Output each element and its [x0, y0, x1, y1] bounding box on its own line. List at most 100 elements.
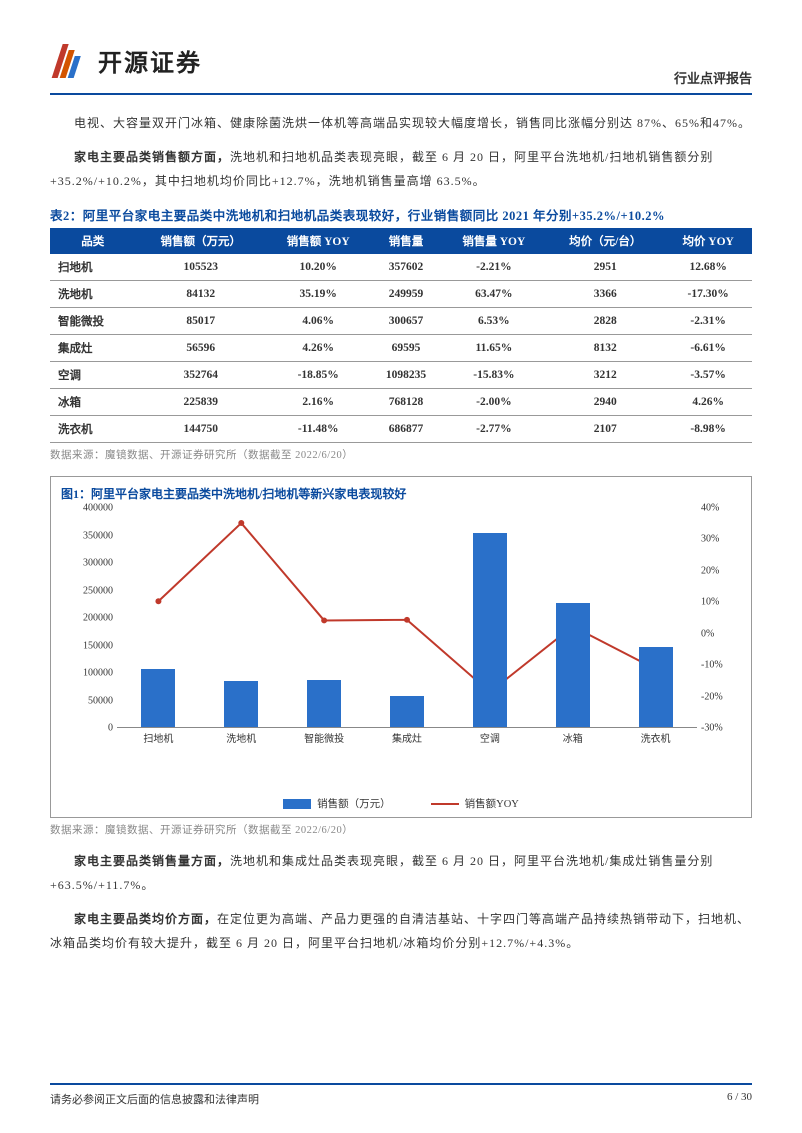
table-cell: 空调 [50, 362, 135, 389]
table-cell: -17.30% [664, 281, 752, 308]
table-cell: 2951 [546, 254, 664, 281]
bar [390, 696, 424, 727]
legend-bar-label: 销售额（万元） [317, 796, 391, 811]
table-cell: 洗衣机 [50, 416, 135, 443]
bar [473, 533, 507, 727]
table-row: 洗衣机144750-11.48%686877-2.77%2107-8.98% [50, 416, 752, 443]
table-cell: 3366 [546, 281, 664, 308]
plot-area: 扫地机洗地机智能微投集成灶空调冰箱洗衣机 [117, 508, 697, 728]
table-cell: 12.68% [664, 254, 752, 281]
table-cell: 357602 [370, 254, 441, 281]
table-cell: -8.98% [664, 416, 752, 443]
footer-disclaimer: 请务必参阅正文后面的信息披露和法律声明 [50, 1091, 259, 1107]
table-cell: 2828 [546, 308, 664, 335]
table-col-header: 销售量 YOY [442, 228, 547, 254]
report-type: 行业点评报告 [674, 68, 752, 87]
y-left-tick: 350000 [63, 530, 113, 541]
table-cell: -2.21% [442, 254, 547, 281]
sales-table: 品类销售额（万元）销售额 YOY销售量销售量 YOY均价（元/台）均价 YOY … [50, 228, 752, 443]
table-cell: 6.53% [442, 308, 547, 335]
table-cell: 249959 [370, 281, 441, 308]
table-cell: 2107 [546, 416, 664, 443]
bar [141, 669, 175, 727]
legend-bar: 销售额（万元） [283, 796, 391, 811]
table-row: 集成灶565964.26%6959511.65%8132-6.61% [50, 335, 752, 362]
table-cell: 63.47% [442, 281, 547, 308]
y-right-tick: 0% [701, 628, 741, 639]
table-cell: 85017 [135, 308, 265, 335]
table-cell: 3212 [546, 362, 664, 389]
table-cell: 225839 [135, 389, 265, 416]
legend-line: 销售额YOY [431, 796, 519, 811]
table-cell: 10.20% [266, 254, 371, 281]
table-col-header: 均价 YOY [664, 228, 752, 254]
logo-icon [50, 40, 90, 80]
para4-lead: 家电主要品类均价方面， [74, 912, 217, 926]
table-cell: 300657 [370, 308, 441, 335]
company-name: 开源证券 [98, 43, 202, 78]
chart: 0500001000001500002000002500003000003500… [61, 508, 741, 768]
table-col-header: 销售额 YOY [266, 228, 371, 254]
legend: 销售额（万元） 销售额YOY [61, 796, 741, 811]
y-left-tick: 0 [63, 723, 113, 734]
y-axis-left: 0500001000001500002000002500003000003500… [61, 508, 117, 728]
table-cell: 35.19% [266, 281, 371, 308]
line-marker [238, 520, 244, 526]
para3-lead: 家电主要品类销售量方面， [74, 854, 230, 868]
table-source: 数据来源：魔镜数据、开源证券研究所（数据截至 2022/6/20） [50, 447, 752, 462]
x-label: 集成灶 [392, 730, 422, 745]
paragraph-1: 电视、大容量双开门冰箱、健康除菌洗烘一体机等高端品实现较大幅度增长，销售同比涨幅… [50, 111, 752, 135]
figure-1: 图1：阿里平台家电主要品类中洗地机/扫地机等新兴家电表现较好 0 50000 100… [50, 476, 752, 818]
y-left-tick: 100000 [63, 668, 113, 679]
table-cell: 352764 [135, 362, 265, 389]
table-cell: 686877 [370, 416, 441, 443]
table-cell: -2.31% [664, 308, 752, 335]
paragraph-4: 家电主要品类均价方面，在定位更为高端、产品力更强的自清洁基站、十字四门等高端产品… [50, 907, 752, 955]
bar [224, 681, 258, 727]
table-col-header: 均价（元/台） [546, 228, 664, 254]
x-label: 空调 [480, 730, 500, 745]
table-col-header: 销售额（万元） [135, 228, 265, 254]
table-cell: 69595 [370, 335, 441, 362]
table-cell: 84132 [135, 281, 265, 308]
line-marker [404, 617, 410, 623]
y-left-tick: 150000 [63, 640, 113, 651]
table-row: 空调352764-18.85%1098235-15.83%3212-3.57% [50, 362, 752, 389]
x-label: 洗衣机 [641, 730, 671, 745]
page-header: 开源证券 行业点评报告 [50, 40, 752, 87]
table-title: 表2：阿里平台家电主要品类中洗地机和扫地机品类表现较好，行业销售额同比 2021… [50, 205, 752, 224]
figure-title: 图1：阿里平台家电主要品类中洗地机/扫地机等新兴家电表现较好 [61, 485, 741, 502]
table-row: 冰箱2258392.16%768128-2.00%29404.26% [50, 389, 752, 416]
legend-swatch-bar [283, 799, 311, 809]
y-right-tick: 20% [701, 565, 741, 576]
header-divider [50, 93, 752, 95]
table-cell: 4.06% [266, 308, 371, 335]
y-right-tick: -20% [701, 691, 741, 702]
x-label: 洗地机 [226, 730, 256, 745]
line-marker [321, 617, 327, 623]
table-cell: 11.65% [442, 335, 547, 362]
x-label: 智能微投 [304, 730, 344, 745]
table-cell: 4.26% [664, 389, 752, 416]
table-cell: -11.48% [266, 416, 371, 443]
legend-line-label: 销售额YOY [465, 796, 519, 811]
table-cell: 8132 [546, 335, 664, 362]
page-footer: 请务必参阅正文后面的信息披露和法律声明 6 / 30 [50, 1083, 752, 1107]
y-right-tick: -10% [701, 660, 741, 671]
line-overlay [117, 508, 697, 727]
table-cell: 4.26% [266, 335, 371, 362]
y-left-tick: 50000 [63, 695, 113, 706]
y-left-tick: 300000 [63, 558, 113, 569]
table-header-row: 品类销售额（万元）销售额 YOY销售量销售量 YOY均价（元/台）均价 YOY [50, 228, 752, 254]
table-cell: 1098235 [370, 362, 441, 389]
x-label: 冰箱 [563, 730, 583, 745]
y-axis-right: -30%-20%-10%0%10%20%30%40% [697, 508, 741, 728]
table-cell: -2.77% [442, 416, 547, 443]
paragraph-3: 家电主要品类销售量方面，洗地机和集成灶品类表现亮眼，截至 6 月 20 日，阿里… [50, 849, 752, 897]
table-cell: -2.00% [442, 389, 547, 416]
table-cell: 洗地机 [50, 281, 135, 308]
paragraph-2: 家电主要品类销售额方面，洗地机和扫地机品类表现亮眼，截至 6 月 20 日，阿里… [50, 145, 752, 193]
table-col-header: 品类 [50, 228, 135, 254]
bar [639, 647, 673, 727]
footer-page: 6 / 30 [727, 1091, 752, 1107]
